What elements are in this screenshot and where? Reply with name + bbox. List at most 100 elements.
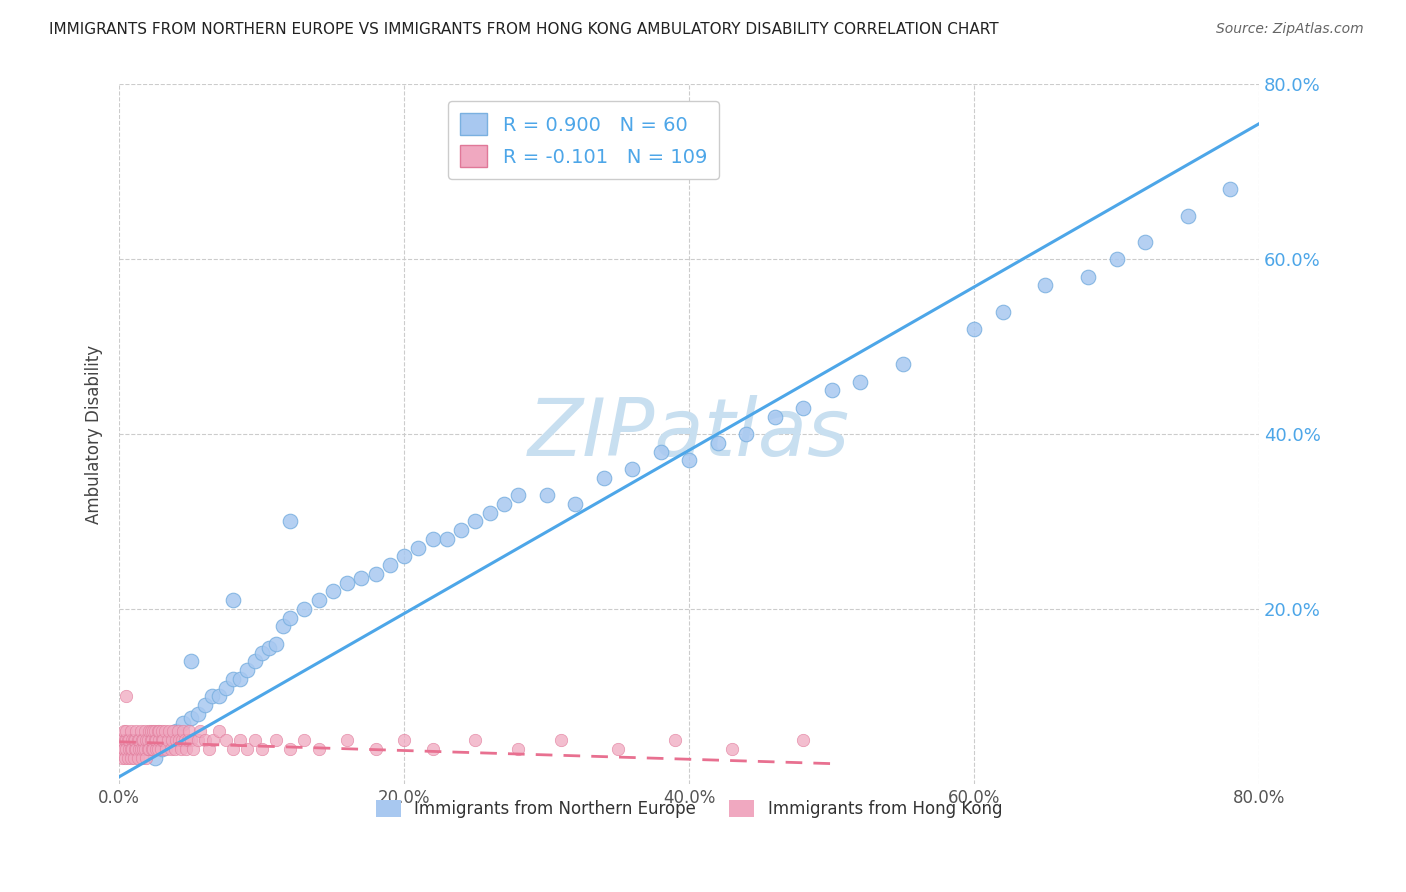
Point (152, 733, 174, 747)
Point (174, 741, 197, 756)
Point (157, 724, 180, 739)
Point (136, 741, 159, 756)
Point (422, 532, 444, 546)
Point (141, 741, 163, 756)
Point (162, 724, 184, 739)
Point (118, 733, 141, 747)
Point (243, 733, 266, 747)
Point (145, 741, 167, 756)
Point (134, 724, 156, 739)
Point (849, 375, 872, 389)
Point (436, 532, 458, 546)
Point (364, 566, 387, 581)
Point (142, 724, 165, 739)
Point (250, 646, 273, 660)
Point (536, 488, 558, 502)
Point (131, 750, 153, 764)
Point (706, 435, 728, 450)
Point (141, 733, 163, 747)
Point (170, 733, 193, 747)
Point (172, 724, 194, 739)
Point (201, 690, 224, 704)
Point (792, 733, 814, 747)
Point (138, 741, 160, 756)
Point (763, 409, 786, 424)
Point (963, 322, 986, 336)
Point (121, 741, 143, 756)
Point (294, 733, 316, 747)
Point (194, 733, 217, 747)
Point (550, 733, 572, 747)
Point (508, 488, 530, 502)
Point (179, 733, 201, 747)
Point (127, 750, 149, 764)
Point (190, 724, 212, 739)
Point (650, 444, 672, 458)
Point (112, 724, 135, 739)
Point (120, 750, 142, 764)
Point (422, 741, 444, 756)
Text: ZIPatlas: ZIPatlas (529, 395, 851, 473)
Point (129, 741, 152, 756)
Point (1105, 252, 1128, 267)
Point (215, 681, 238, 695)
Point (179, 711, 201, 725)
Point (117, 750, 139, 764)
Point (112, 741, 135, 756)
Point (322, 584, 344, 599)
Point (114, 733, 136, 747)
Point (564, 497, 586, 511)
Point (792, 401, 814, 415)
Point (215, 733, 238, 747)
Point (364, 741, 387, 756)
Point (1133, 235, 1156, 249)
Point (222, 741, 245, 756)
Point (139, 724, 162, 739)
Point (735, 427, 758, 442)
Point (139, 733, 162, 747)
Point (118, 741, 141, 756)
Point (134, 741, 156, 756)
Point (121, 733, 143, 747)
Point (179, 654, 201, 668)
Point (172, 715, 194, 730)
Point (236, 663, 259, 677)
Point (115, 733, 138, 747)
Point (138, 724, 160, 739)
Point (721, 741, 744, 756)
Point (143, 733, 166, 747)
Point (183, 741, 205, 756)
Point (208, 724, 231, 739)
Point (145, 733, 167, 747)
Point (308, 593, 330, 607)
Point (1219, 182, 1241, 196)
Point (166, 724, 188, 739)
Point (117, 733, 139, 747)
Point (122, 750, 145, 764)
Point (271, 619, 294, 633)
Point (110, 741, 132, 756)
Point (464, 515, 486, 529)
Point (127, 733, 149, 747)
Point (160, 733, 183, 747)
Point (1033, 278, 1056, 293)
Point (148, 733, 170, 747)
Point (664, 733, 686, 747)
Point (202, 733, 225, 747)
Point (177, 724, 200, 739)
Point (229, 672, 252, 686)
Point (146, 724, 169, 739)
Point (120, 741, 142, 756)
Point (143, 750, 166, 764)
Point (131, 733, 153, 747)
Legend: Immigrants from Northern Europe, Immigrants from Hong Kong: Immigrants from Northern Europe, Immigra… (370, 793, 1010, 824)
Point (165, 724, 187, 739)
Point (135, 733, 157, 747)
Point (392, 733, 415, 747)
Point (115, 690, 138, 704)
Point (114, 750, 136, 764)
Point (143, 724, 166, 739)
Point (336, 733, 359, 747)
Point (378, 558, 401, 573)
Point (278, 515, 301, 529)
